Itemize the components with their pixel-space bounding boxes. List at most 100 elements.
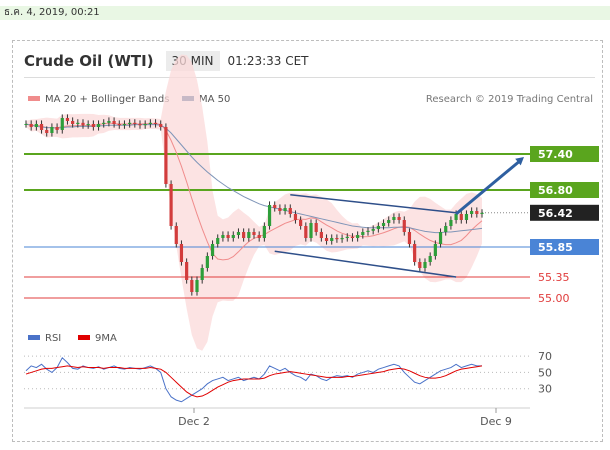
price-candle-body <box>470 211 474 214</box>
level-label-56.42: 56.42 <box>538 207 573 220</box>
level-label-55.85: 55.85 <box>538 241 573 254</box>
upper-trend-line <box>290 194 457 214</box>
price-candle-body <box>190 280 194 292</box>
timestamp-bar: ธ.ค. 4, 2019, 00:21 <box>0 6 610 20</box>
price-candle-body <box>407 232 412 244</box>
price-candle-body <box>236 232 241 235</box>
price-candle-body <box>50 127 54 133</box>
timestamp: ธ.ค. 4, 2019, 00:21 <box>4 7 100 18</box>
price-candle-body <box>200 268 204 280</box>
price-candle-body <box>91 124 95 127</box>
header-divider <box>24 77 595 78</box>
ma20-legend-swatch <box>28 96 40 101</box>
price-candle-body <box>299 220 303 226</box>
level-tag-57.40 <box>530 146 599 162</box>
x-tick-label-Dec-9: Dec 9 <box>480 415 512 428</box>
price-candle-body <box>128 122 132 124</box>
rsi-legend-label: RSI <box>45 333 61 344</box>
price-candle-body <box>24 124 28 125</box>
chart-time: 01:23:33 CET <box>227 54 309 68</box>
price-candle-body <box>335 238 339 240</box>
ma9-legend-swatch <box>78 335 90 340</box>
price-candle-body <box>309 223 313 238</box>
price-candle-body <box>185 262 189 280</box>
price-candle-body <box>45 130 49 133</box>
price-candle-body <box>148 122 152 124</box>
price-candle-body <box>267 205 272 226</box>
price-candle-body <box>117 124 121 126</box>
ma50-legend-label: MA 50 <box>199 94 230 105</box>
price-candle-body <box>423 262 427 268</box>
price-candle-body <box>444 226 448 232</box>
price-candle-body <box>475 211 479 214</box>
price-candle-body <box>231 235 235 238</box>
price-candle-body <box>381 223 386 226</box>
price-candle-body <box>122 124 127 126</box>
price-candle-body <box>242 232 246 238</box>
price-candle-body <box>464 214 469 220</box>
level-tag-55.85 <box>530 239 599 255</box>
price-candle-body <box>164 127 168 184</box>
price-candle-body <box>39 124 44 130</box>
price-candle-body <box>216 238 220 244</box>
price-candle-body <box>283 208 287 211</box>
price-candle-body <box>65 118 70 121</box>
level-label-56.80: 56.80 <box>538 184 573 197</box>
price-candle-body <box>107 121 111 123</box>
price-candle-body <box>273 205 277 208</box>
price-candle-body <box>293 214 298 220</box>
price-candle-body <box>102 122 106 124</box>
price-candle-body <box>143 124 147 126</box>
price-candle-body <box>278 208 282 211</box>
ma9-legend-label: 9MA <box>95 333 117 344</box>
price-candle-body <box>252 232 256 235</box>
research-credit: Research © 2019 Trading Central <box>426 94 593 105</box>
price-candle-body <box>397 217 401 220</box>
price-candle-body <box>138 124 142 126</box>
price-candle-body <box>392 217 396 220</box>
rsi-legend-swatch <box>28 335 40 340</box>
price-candle-body <box>350 236 355 238</box>
price-candle-body <box>371 229 375 231</box>
lower-trend-line <box>274 250 457 278</box>
price-candle-body <box>195 280 199 292</box>
price-candle-body <box>81 122 85 126</box>
price-candle-body <box>169 184 173 226</box>
price-candle-body <box>438 232 443 244</box>
price-candle-body <box>387 220 391 223</box>
rsi-tick-label-50: 50 <box>538 366 552 379</box>
price-candle-body <box>174 226 178 244</box>
chart-frame <box>12 40 603 442</box>
price-candle-body <box>402 220 406 232</box>
price-candle-body <box>361 232 365 235</box>
price-candle-body <box>459 214 463 220</box>
price-candle-body <box>226 235 230 238</box>
ma20-legend-label: MA 20 + Bollinger Bands <box>45 94 169 105</box>
rsi-ma9-line <box>25 365 483 398</box>
price-candle-body <box>314 223 318 232</box>
price-candle-body <box>221 235 225 238</box>
price-candle-body <box>340 238 344 240</box>
price-candle-body <box>205 256 209 268</box>
price-candle-body <box>304 226 308 238</box>
price-candle-body <box>153 122 158 124</box>
projection-arrow-head <box>515 157 524 166</box>
price-candle-body <box>60 118 64 130</box>
price-candle-body <box>159 124 163 127</box>
price-panel: 57.40 56.80 56.42 55.85 55.35 55.00 <box>24 54 599 351</box>
rsi-panel: 70 50 30 <box>24 350 552 403</box>
price-candle-body <box>345 236 349 238</box>
price-candle-body <box>76 122 80 124</box>
rsi-tick-label-30: 30 <box>538 383 552 396</box>
price-candle-body <box>454 214 458 220</box>
rsi-line <box>25 356 482 403</box>
price-candle-body <box>210 244 215 256</box>
ma50-line <box>25 123 483 234</box>
level-label-55.35: 55.35 <box>538 271 570 284</box>
level-label-55.00: 55.00 <box>538 292 570 305</box>
price-candle-body <box>356 235 360 238</box>
price-candle-body <box>418 262 422 268</box>
level-label-57.40: 57.40 <box>538 148 573 161</box>
price-candle-body <box>112 121 116 124</box>
